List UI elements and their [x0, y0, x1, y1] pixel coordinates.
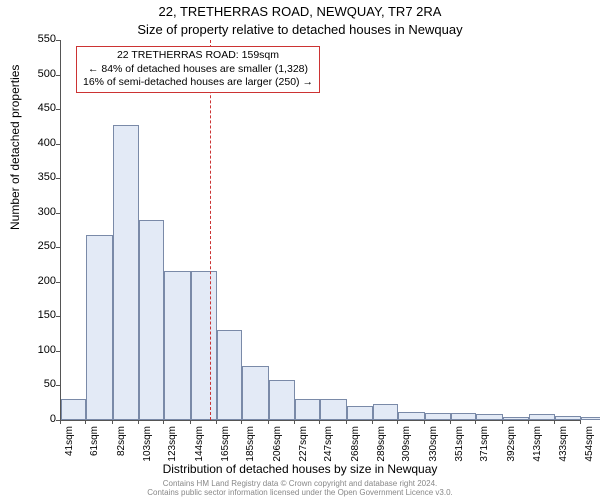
annotation-box: 22 TRETHERRAS ROAD: 159sqm ← 84% of detac… — [76, 46, 320, 93]
y-tick-label: 100 — [16, 344, 56, 356]
x-tick-mark — [138, 420, 139, 424]
x-tick-label: 413sqm — [532, 426, 543, 466]
x-tick-mark — [580, 420, 581, 424]
histogram-bar — [164, 271, 190, 420]
x-tick-label: 433sqm — [558, 426, 569, 466]
x-tick-mark — [397, 420, 398, 424]
x-tick-mark — [554, 420, 555, 424]
histogram-bar — [295, 399, 320, 420]
footer-line2: Contains public sector information licen… — [147, 488, 453, 497]
x-tick-label: 247sqm — [323, 426, 334, 466]
x-tick-label: 41sqm — [64, 426, 75, 466]
x-tick-mark — [424, 420, 425, 424]
y-tick-mark — [56, 282, 60, 283]
x-tick-label: 82sqm — [116, 426, 127, 466]
histogram-bar — [398, 412, 424, 420]
x-tick-label: 61sqm — [89, 426, 100, 466]
chart-title-address: 22, TRETHERRAS ROAD, NEWQUAY, TR7 2RA — [0, 4, 600, 19]
annotation-line2: ← 84% of detached houses are smaller (1,… — [88, 63, 308, 75]
x-tick-mark — [294, 420, 295, 424]
histogram-bar — [191, 271, 217, 420]
y-tick-mark — [56, 316, 60, 317]
y-tick-label: 450 — [16, 102, 56, 114]
x-tick-label: 289sqm — [376, 426, 387, 466]
y-tick-mark — [56, 213, 60, 214]
y-tick-label: 0 — [16, 413, 56, 425]
histogram-bar — [451, 413, 476, 420]
y-tick-mark — [56, 75, 60, 76]
annotation-line3: 16% of semi-detached houses are larger (… — [83, 76, 313, 88]
x-axis-label: Distribution of detached houses by size … — [0, 462, 600, 476]
histogram-bar — [113, 125, 139, 420]
x-tick-mark — [112, 420, 113, 424]
y-tick-mark — [56, 385, 60, 386]
y-tick-label: 300 — [16, 206, 56, 218]
x-tick-mark — [528, 420, 529, 424]
x-tick-mark — [60, 420, 61, 424]
x-tick-mark — [346, 420, 347, 424]
y-tick-label: 500 — [16, 68, 56, 80]
histogram-bar — [269, 380, 295, 420]
x-tick-mark — [319, 420, 320, 424]
y-tick-label: 350 — [16, 171, 56, 183]
y-tick-mark — [56, 109, 60, 110]
x-tick-label: 309sqm — [401, 426, 412, 466]
annotation-line1: 22 TRETHERRAS ROAD: 159sqm — [117, 49, 279, 61]
y-tick-mark — [56, 144, 60, 145]
histogram-bar — [347, 406, 373, 420]
histogram-bar — [139, 220, 164, 420]
y-tick-mark — [56, 40, 60, 41]
histogram-bar — [86, 235, 112, 420]
histogram-bar — [320, 399, 346, 420]
histogram-bar — [217, 330, 242, 420]
y-tick-label: 250 — [16, 240, 56, 252]
y-tick-label: 50 — [16, 378, 56, 390]
x-tick-label: 454sqm — [584, 426, 595, 466]
x-tick-label: 165sqm — [220, 426, 231, 466]
x-tick-label: 227sqm — [298, 426, 309, 466]
histogram-bar — [476, 414, 502, 420]
y-tick-mark — [56, 247, 60, 248]
y-tick-label: 400 — [16, 137, 56, 149]
y-tick-mark — [56, 178, 60, 179]
y-tick-label: 150 — [16, 309, 56, 321]
plot-area: 22 TRETHERRAS ROAD: 159sqm ← 84% of detac… — [60, 40, 581, 421]
x-tick-label: 103sqm — [142, 426, 153, 466]
x-tick-mark — [268, 420, 269, 424]
x-tick-label: 330sqm — [428, 426, 439, 466]
x-tick-mark — [475, 420, 476, 424]
y-tick-mark — [56, 351, 60, 352]
footer-line1: Contains HM Land Registry data © Crown c… — [163, 479, 438, 488]
x-tick-label: 268sqm — [350, 426, 361, 466]
marker-line — [210, 40, 211, 420]
x-tick-label: 392sqm — [506, 426, 517, 466]
histogram-bar — [61, 399, 86, 420]
x-tick-label: 123sqm — [167, 426, 178, 466]
x-tick-mark — [450, 420, 451, 424]
histogram-bar — [373, 404, 398, 420]
x-tick-label: 144sqm — [194, 426, 205, 466]
x-tick-mark — [216, 420, 217, 424]
x-tick-label: 351sqm — [454, 426, 465, 466]
histogram-bar — [425, 413, 451, 420]
histogram-bar — [581, 417, 600, 420]
histogram-bar — [555, 416, 581, 420]
x-tick-mark — [85, 420, 86, 424]
x-tick-mark — [163, 420, 164, 424]
histogram-bar — [242, 366, 268, 420]
x-tick-label: 185sqm — [245, 426, 256, 466]
histogram-bar — [529, 414, 554, 420]
x-tick-mark — [190, 420, 191, 424]
x-tick-mark — [502, 420, 503, 424]
x-tick-label: 371sqm — [479, 426, 490, 466]
x-tick-mark — [372, 420, 373, 424]
y-tick-label: 200 — [16, 275, 56, 287]
histogram-bar — [503, 417, 529, 420]
chart-container: 22, TRETHERRAS ROAD, NEWQUAY, TR7 2RA Si… — [0, 0, 600, 500]
y-tick-label: 550 — [16, 33, 56, 45]
chart-title-subtitle: Size of property relative to detached ho… — [0, 22, 600, 37]
x-tick-label: 206sqm — [272, 426, 283, 466]
x-tick-mark — [241, 420, 242, 424]
footer-attribution: Contains HM Land Registry data © Crown c… — [0, 480, 600, 498]
